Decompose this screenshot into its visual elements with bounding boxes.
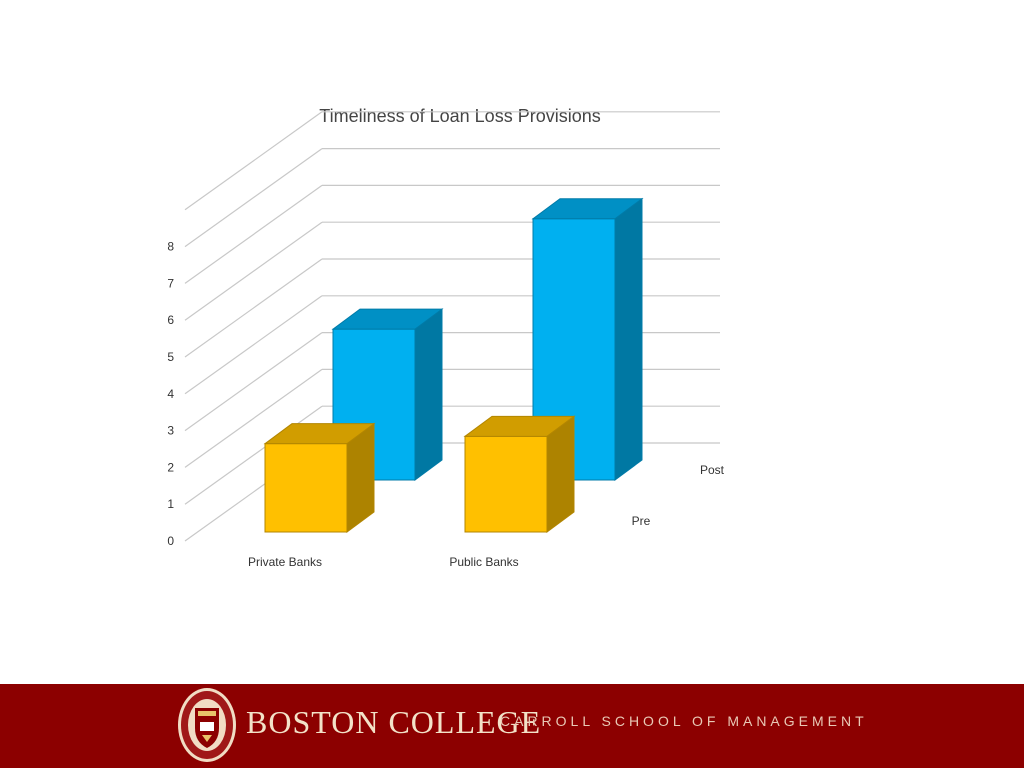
bar-side-face xyxy=(614,197,643,481)
gridline-side xyxy=(184,184,323,284)
bar-chart-3d: Timeliness of Loan Loss Provisions 0 1 2 3 4… xyxy=(167,106,725,569)
bar-side-face xyxy=(414,308,443,481)
y-tick-label: 6 xyxy=(167,313,174,327)
x-axis-categories: Private Banks Public Banks xyxy=(248,555,519,569)
y-tick-label: 1 xyxy=(167,497,174,511)
y-tick-label: 4 xyxy=(167,387,174,401)
institution-name: BOSTON COLLEGE xyxy=(246,704,542,740)
bar-top-face xyxy=(463,415,576,437)
bar-pre-private-banks xyxy=(263,422,376,533)
gridline-side xyxy=(184,332,323,432)
bar-top-face xyxy=(331,308,444,330)
y-axis-ticks: 0 1 2 3 4 5 6 7 8 xyxy=(167,240,174,548)
x-category-label: Public Banks xyxy=(449,555,518,569)
gridline-side xyxy=(184,368,323,468)
x-category-label: Private Banks xyxy=(248,555,322,569)
y-tick-label: 8 xyxy=(167,240,174,254)
y-tick-label: 2 xyxy=(167,460,174,474)
chart-title: Timeliness of Loan Loss Provisions xyxy=(319,106,600,126)
y-tick-label: 5 xyxy=(167,350,174,364)
gridline-side xyxy=(184,295,323,395)
gridline-side xyxy=(184,111,323,211)
bar-top-face xyxy=(263,423,376,445)
depth-axis-series: Pre Post xyxy=(632,463,725,528)
y-tick-label: 7 xyxy=(167,276,174,290)
gridline-side xyxy=(184,405,323,505)
school-name: CARROLL SCHOOL OF MANAGEMENT xyxy=(500,713,868,729)
bar-front-face xyxy=(464,435,548,533)
y-tick-label: 3 xyxy=(167,424,174,438)
y-tick-label: 0 xyxy=(167,534,174,548)
chart-bars xyxy=(263,197,644,533)
boston-college-seal-icon xyxy=(176,686,238,764)
gridline-side xyxy=(184,258,323,358)
series-label: Post xyxy=(700,463,725,477)
bar-front-face xyxy=(264,443,348,533)
bar-top-face xyxy=(531,198,644,220)
footer-banner: BOSTON COLLEGE CARROLL SCHOOL OF MANAGEM… xyxy=(0,684,1024,768)
gridline-side xyxy=(184,221,323,321)
bar-pre-public-banks xyxy=(463,415,576,533)
gridline-side xyxy=(184,148,323,248)
series-label: Pre xyxy=(632,514,651,528)
